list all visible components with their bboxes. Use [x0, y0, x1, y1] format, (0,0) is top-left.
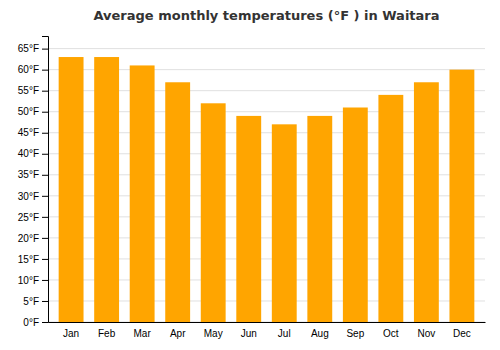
tick-label: Dec	[453, 328, 471, 339]
tick-mark	[42, 259, 48, 260]
bar	[449, 70, 474, 322]
tick: 55°F	[18, 85, 48, 96]
bar	[378, 95, 403, 322]
tick: Feb	[98, 328, 116, 339]
tick-label: 50°F	[18, 106, 39, 117]
tick-mark	[42, 301, 48, 302]
bar	[94, 57, 119, 322]
tick-mark	[42, 70, 48, 71]
tick-mark	[42, 322, 48, 323]
y-axis: 0°F 5°F 10°F 15°F 20°F 25°F 30°F 35°F 40°F 45°F 50…	[18, 37, 49, 328]
grid-line	[48, 48, 485, 49]
tick: 5°F	[23, 296, 48, 307]
bar	[272, 124, 297, 322]
tick: Dec	[453, 328, 471, 339]
tick-label: Sep	[346, 328, 364, 339]
bar	[343, 108, 368, 323]
plot: 0°F 5°F 10°F 15°F 20°F 25°F 30°F 35°F 40°F 45°F 50…	[18, 37, 486, 340]
tick: 40°F	[18, 148, 48, 159]
bar	[201, 103, 226, 322]
tick: 65°F	[18, 43, 48, 54]
tick-mark	[42, 112, 48, 113]
tick: 15°F	[18, 254, 48, 265]
tick: Apr	[170, 328, 186, 339]
tick: 20°F	[18, 233, 48, 244]
tick-label: Feb	[98, 328, 116, 339]
tick-label: 65°F	[18, 43, 39, 54]
bar	[59, 57, 84, 322]
tick-label: 5°F	[23, 296, 39, 307]
tick-label: 15°F	[18, 254, 39, 265]
tick: Mar	[134, 328, 152, 339]
tick-label: 35°F	[18, 169, 39, 180]
tick: 35°F	[18, 169, 48, 180]
tick-label: 60°F	[18, 64, 39, 75]
tick: Oct	[383, 328, 399, 339]
tick-mark	[42, 217, 48, 218]
title: Average monthly temperatures (°F ) in Wa…	[93, 8, 439, 23]
bars	[59, 57, 475, 322]
tick-label: Nov	[417, 328, 435, 339]
tick: May	[204, 328, 223, 339]
tick-label: Aug	[311, 328, 329, 339]
x-axis: Jan Feb Mar Apr May Jun Jul Aug Sep Oct Nov Dec	[49, 323, 486, 340]
bar	[130, 65, 155, 322]
tick: 0°F	[23, 317, 48, 328]
tick: Jun	[241, 328, 257, 339]
tick-mark	[42, 196, 48, 197]
tick: Nov	[417, 328, 435, 339]
tick-label: May	[204, 328, 223, 339]
tick: 45°F	[18, 127, 48, 138]
tick: Sep	[346, 328, 364, 339]
tick-label: Jul	[278, 328, 291, 339]
tick: 30°F	[18, 191, 48, 202]
tick-label: Mar	[134, 328, 152, 339]
tick-label: 10°F	[18, 275, 39, 286]
tick: Aug	[311, 328, 329, 339]
tick-label: Oct	[383, 328, 399, 339]
chart: 0°F 5°F 10°F 15°F 20°F 25°F 30°F 35°F 40°F 45°F 50…	[0, 0, 500, 350]
tick-mark	[42, 280, 48, 281]
tick-mark	[42, 91, 48, 92]
bar	[414, 82, 439, 322]
grid	[48, 49, 485, 322]
tick-label: 0°F	[23, 317, 39, 328]
tick-label: 25°F	[18, 212, 39, 223]
tick-mark	[42, 175, 48, 176]
axis-line	[49, 322, 486, 323]
tick-label: 30°F	[18, 191, 39, 202]
tick-label: 20°F	[18, 233, 39, 244]
tick: 10°F	[18, 275, 48, 286]
tick: 25°F	[18, 212, 48, 223]
tick-label: Jan	[63, 328, 79, 339]
tick-label: Apr	[170, 328, 186, 339]
tick: Jul	[278, 328, 291, 339]
bar	[307, 116, 332, 322]
tick-mark	[42, 238, 48, 239]
tick: 50°F	[18, 106, 48, 117]
tick-label: 45°F	[18, 127, 39, 138]
tick-mark	[42, 49, 48, 50]
tick: 60°F	[18, 64, 48, 75]
tick: Jan	[63, 328, 79, 339]
tick-mark	[42, 154, 48, 155]
bar	[165, 82, 190, 322]
tick-label: 55°F	[18, 85, 39, 96]
tick-label: 40°F	[18, 148, 39, 159]
tick-label: Jun	[241, 328, 257, 339]
axis-line	[42, 37, 49, 323]
bar	[236, 116, 261, 322]
tick-mark	[42, 133, 48, 134]
